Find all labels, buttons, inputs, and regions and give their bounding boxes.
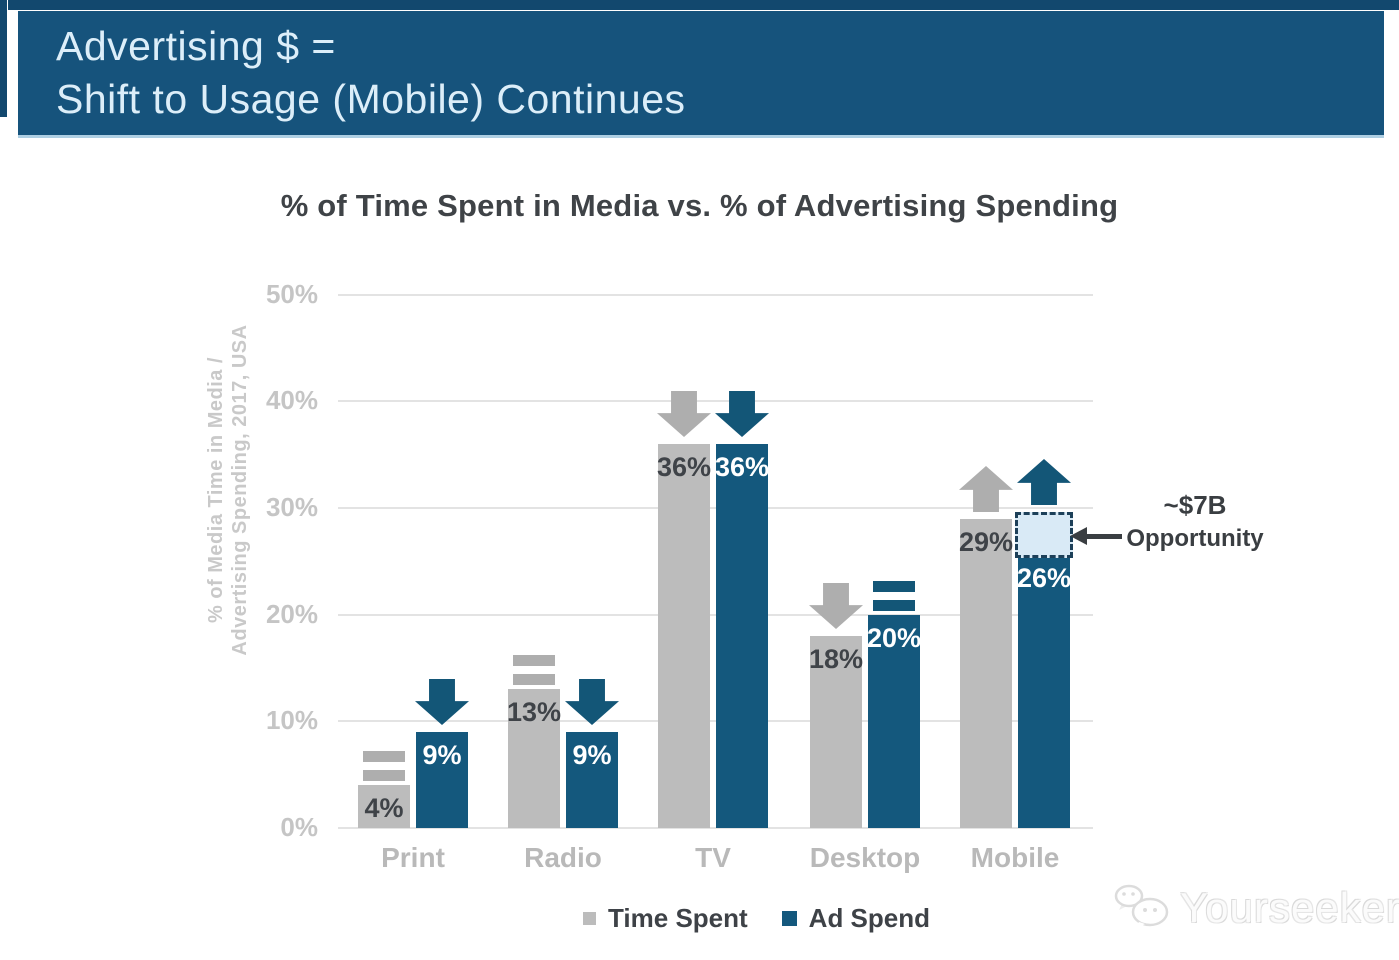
gridline-0% [338,827,1093,829]
banner-title-line2: Shift to Usage (Mobile) Continues [56,76,686,122]
bar-value-label-desktop-ad-spend: 20% [866,623,922,653]
bar-value-label-tv-ad-spend: 36% [714,452,770,482]
bar-value-label-mobile-time-spent: 29% [958,527,1014,557]
x-category-label-mobile: Mobile [970,842,1060,873]
gridline-30% [338,507,1093,509]
legend-label-time-spent: Time Spent [608,903,748,933]
y-tick-label: 0% [280,812,318,842]
bar-desktop-time-spent [810,636,862,828]
opportunity-box [1015,512,1073,558]
time-spent-swatch-icon [583,912,596,925]
gridline-10% [338,720,1093,722]
bar-tv-time-spent [658,444,710,828]
gridline-50% [338,294,1093,296]
x-category-label-radio: Radio [524,842,602,873]
bar-value-label-print-ad-spend: 9% [422,740,462,770]
y-tick-label: 20% [265,599,318,629]
legend-item-time-spent: Time Spent [583,903,748,934]
bar-value-label-print-time-spent: 4% [364,793,404,823]
trend-up-icon [959,466,1013,512]
slide-left-border [0,0,7,117]
bar-value-label-mobile-ad-spend: 26% [1016,563,1072,593]
bar-tv-ad-spend [716,444,768,828]
header-banner: Advertising $ = Shift to Usage (Mobile) … [18,11,1384,138]
trend-equal-icon [363,751,405,789]
slide-top-border [8,0,1399,10]
bar-print-ad-spend [416,732,468,828]
equal-bar [363,770,405,781]
equal-bar [873,600,915,611]
y-tick-label: 50% [265,279,318,309]
opportunity-amount: ~$7B [1163,490,1227,520]
ad-spend-swatch-icon [781,911,797,926]
opportunity-annotation: ~$7B Opportunity [1105,490,1285,553]
chat-bubbles-logo-icon [1114,884,1169,929]
opportunity-label: Opportunity [1126,525,1264,552]
watermark-text: Yourseeker [1180,884,1399,931]
trend-equal-icon [513,655,555,693]
x-category-label-desktop: Desktop [809,842,921,873]
gridline-40% [338,400,1093,402]
y-tick-label: 40% [265,385,318,415]
annotation-left-arrow-icon [1070,527,1087,545]
trend-equal-icon [873,581,915,619]
equal-bar [363,751,405,762]
legend-label-ad-spend: Ad Spend [808,903,931,933]
legend: Time Spent Ad Spend [583,903,930,934]
banner-title-line1: Advertising $ = [56,23,336,69]
bar-mobile-time-spent [960,519,1012,828]
equal-bar [873,581,915,592]
bar-value-label-radio-time-spent: 13% [506,697,562,727]
bar-print-time-spent [358,785,410,828]
bar-value-label-desktop-time-spent: 18% [808,644,864,674]
trend-up-icon [1017,459,1071,505]
y-tick-label: 10% [265,705,318,735]
bar-desktop-ad-spend [868,615,920,828]
gridline-20% [338,614,1093,616]
bar-value-label-tv-time-spent: 36% [656,452,712,482]
watermark: Yourseeker [1112,882,1399,934]
y-tick-label: 30% [265,492,318,522]
annotation-arrow-shaft [1086,534,1122,539]
trend-down-icon [715,391,769,437]
equal-bar [513,655,555,666]
bar-radio-time-spent [508,689,560,828]
bar-value-label-radio-ad-spend: 9% [572,740,612,770]
bar-radio-ad-spend [566,732,618,828]
trend-down-icon [415,679,469,725]
legend-item-ad-spend: Ad Spend [781,903,931,934]
bar-mobile-ad-spend [1018,551,1070,828]
x-category-label-print: Print [381,842,445,873]
equal-bar [513,674,555,685]
x-category-label-tv: TV [695,842,731,873]
trend-down-icon [657,391,711,437]
chart-title: % of Time Spent in Media vs. % of Advert… [280,188,1119,223]
